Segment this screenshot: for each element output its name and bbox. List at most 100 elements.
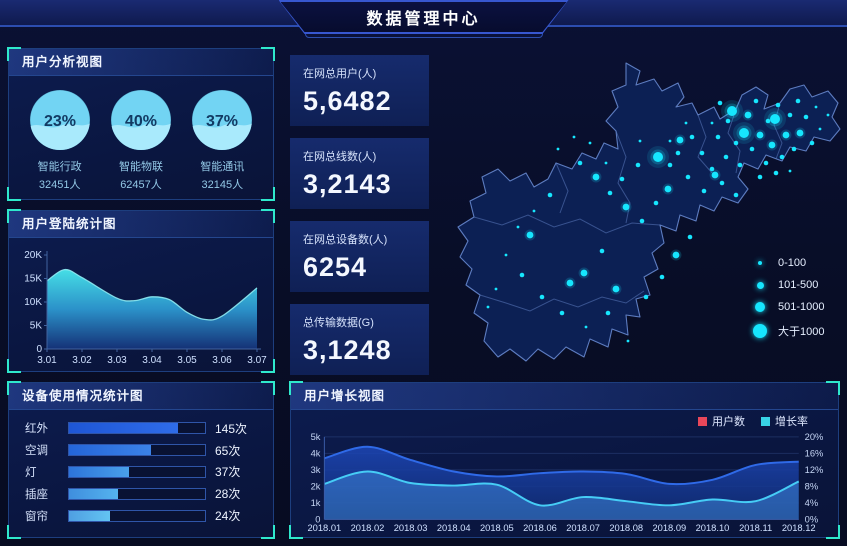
svg-text:2k: 2k	[311, 481, 321, 491]
corner-bracket	[289, 525, 303, 539]
map-dot	[749, 146, 755, 152]
map-dot	[584, 325, 588, 329]
map-dot	[486, 305, 490, 309]
stat-card-total-data: 总传输数据(G) 3,1248	[290, 304, 429, 375]
map-dot	[773, 170, 779, 176]
svg-text:3.03: 3.03	[107, 355, 127, 366]
map-dot	[592, 173, 600, 181]
corner-bracket	[261, 47, 275, 61]
svg-text:2018.08: 2018.08	[609, 523, 643, 533]
map-legend: 0-100 101-500 501-1000 大于1000	[752, 257, 825, 339]
svg-text:20K: 20K	[24, 250, 42, 261]
stat-value: 5,6482	[303, 86, 392, 116]
svg-text:2018.06: 2018.06	[523, 523, 557, 533]
map-dot	[580, 269, 588, 277]
usage-bar-row: 灯 37次	[25, 463, 257, 480]
legend-label: 0-100	[778, 257, 807, 269]
map-dot	[626, 339, 630, 343]
legend-swatch-icon	[698, 416, 707, 426]
usage-bar-row: 窗帘 24次	[25, 507, 257, 524]
map-dot	[685, 174, 691, 180]
svg-text:15K: 15K	[24, 274, 42, 285]
svg-text:2018.11: 2018.11	[739, 523, 772, 533]
stat-card-online-lines: 在网总线数(人) 3,2143	[290, 138, 429, 209]
map-dot	[588, 141, 592, 145]
map-dot	[737, 162, 743, 168]
legend-label: 增长率	[775, 416, 808, 428]
panel-user-analysis: 用户分析视图 23% 智能行政 32451人 40% 智能物联 62457人 37% 智能通讯…	[7, 47, 275, 201]
map-dot	[809, 140, 815, 146]
corner-bracket	[7, 187, 21, 201]
map-dot	[638, 139, 642, 143]
gauge-circle: 37%	[191, 89, 253, 151]
gauge-label: 智能行政	[37, 161, 82, 173]
map-dot	[504, 253, 508, 257]
stat-value: 3,2143	[303, 169, 392, 199]
map-dot	[753, 98, 759, 104]
map-dot	[653, 200, 659, 206]
svg-text:3.02: 3.02	[72, 355, 92, 366]
map-dot	[795, 98, 801, 104]
gauge-count: 32451人	[38, 179, 81, 191]
usage-bar-value: 28次	[215, 487, 241, 502]
legend-dot-icon	[753, 324, 767, 338]
liquid-gauge-3: 37% 智能通讯 32145人	[184, 89, 260, 192]
map-dot	[672, 251, 680, 259]
map-dot	[756, 131, 764, 139]
corner-bracket	[7, 359, 21, 373]
growth-chart-legend: 用户数 增长率	[291, 410, 838, 429]
liquid-gauges: 23% 智能行政 32451人 40% 智能物联 62457人 37% 智能通讯 32145人	[9, 76, 273, 192]
map-dot	[687, 234, 693, 240]
page-header: 数据管理中心	[279, 0, 569, 34]
map-dot	[599, 248, 605, 254]
stat-value: 3,1248	[303, 335, 392, 365]
map-dot	[770, 114, 780, 124]
map-dot	[715, 134, 721, 140]
map-dot	[516, 225, 520, 229]
usage-bar-fill	[69, 423, 178, 434]
usage-bar-row: 插座 28次	[25, 485, 257, 502]
map-dot	[719, 180, 725, 186]
map-dot	[547, 192, 553, 198]
stat-card-online-devices: 在网总设备数(人) 6254	[290, 221, 429, 292]
stat-label: 在网总设备数(人)	[303, 234, 388, 246]
map-dot	[717, 100, 723, 106]
usage-bar-fill	[69, 466, 129, 477]
map-legend-item: 0-100	[752, 257, 825, 269]
corner-bracket	[7, 47, 21, 61]
usage-bar-value: 37次	[215, 465, 241, 480]
svg-text:40%: 40%	[125, 113, 157, 130]
map-dot	[559, 310, 565, 316]
gauge-count: 62457人	[120, 179, 162, 191]
legend-label: 501-1000	[778, 301, 825, 313]
usage-bar-track	[68, 465, 206, 478]
map-dot	[689, 134, 695, 140]
panel-title-device-usage: 设备使用情况统计图	[9, 383, 273, 410]
corner-bracket	[826, 381, 840, 395]
usage-bar-label: 空调	[25, 445, 48, 458]
title-frame-inner: 数据管理中心	[281, 2, 567, 32]
map-dot	[782, 131, 790, 139]
corner-bracket	[7, 209, 21, 223]
usage-bar-value: 145次	[215, 421, 248, 436]
map-dot	[532, 209, 536, 213]
stat-value: 6254	[303, 252, 368, 282]
svg-text:0%: 0%	[805, 514, 818, 524]
map-dot	[744, 111, 752, 119]
map-dot	[668, 139, 672, 143]
map-dot	[659, 274, 665, 280]
map-legend-item: 大于1000	[752, 323, 825, 339]
corner-bracket	[261, 209, 275, 223]
map-dot	[619, 176, 625, 182]
svg-text:4%: 4%	[805, 498, 818, 508]
usage-bar-label: 窗帘	[25, 510, 48, 523]
panel-title-login-stats: 用户登陆统计图	[9, 211, 273, 238]
map-dot	[566, 279, 574, 287]
map-svg	[457, 62, 841, 362]
stat-label: 总传输数据(G)	[303, 317, 374, 329]
map-dot	[796, 129, 804, 137]
stat-card-online-users: 在网总用户(人) 5,6482	[290, 55, 429, 126]
svg-text:2018.07: 2018.07	[566, 523, 600, 533]
map-dot	[604, 161, 608, 165]
login-area-chart: 0 5K 10K 15K 20K 3.01 3.02 3.03 3.04 3.05 3.06 3.07	[24, 250, 267, 366]
